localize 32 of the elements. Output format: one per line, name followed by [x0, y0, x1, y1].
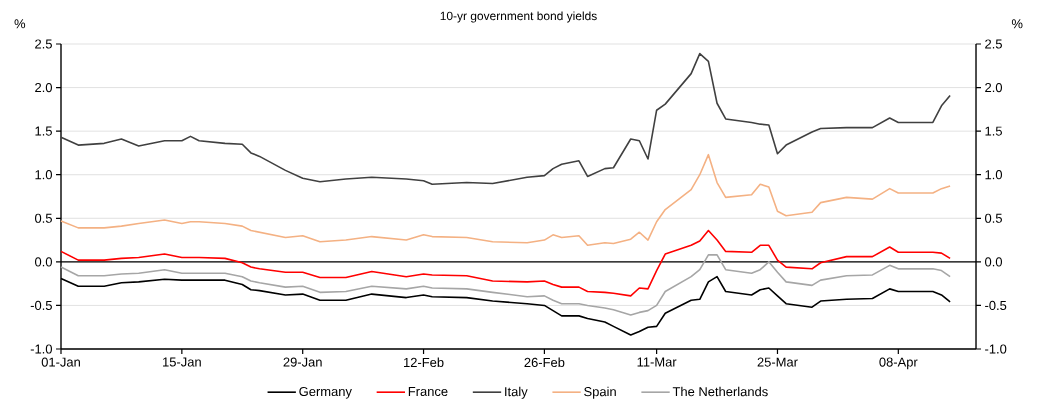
x-tick-label: 08-Apr [879, 357, 918, 370]
x-tick-label: 15-Jan [163, 357, 201, 367]
x-tick-label: 12-Feb [404, 357, 444, 368]
y2-tick-label: -0.5 [985, 300, 1007, 311]
y2-tick-label: 0.0 [985, 257, 1003, 267]
y2-tick-label: 2.0 [985, 82, 1003, 93]
x-tick-label: 26-Feb [524, 357, 565, 368]
x-tick-label: 01-Jan [41, 357, 80, 367]
x-tick-label: 25-Mar [757, 357, 798, 367]
legend-label: Germany [299, 386, 352, 399]
x-tick-label: 11-Mar [637, 357, 677, 367]
y-axis-title: % [14, 19, 26, 29]
y-tick-label: 1.0 [35, 170, 52, 180]
y-tick-label: 2.5 [35, 39, 52, 49]
chart-title: 10-yr government bond yields [440, 11, 597, 23]
y2-tick-label: 1.0 [985, 170, 1003, 180]
y2-tick-label: 1.5 [985, 126, 1002, 136]
y2-tick-label: -1.0 [985, 344, 1007, 354]
y-tick-label: -1.0 [30, 344, 52, 354]
y-tick-label: 0.5 [34, 213, 52, 223]
legend-label: Spain [584, 386, 616, 399]
legend-label: Italy [505, 386, 528, 399]
y-tick-label: 1.5 [35, 126, 52, 136]
y-tick-label: 2.0 [35, 82, 52, 93]
y-tick-label: 0.0 [34, 257, 52, 267]
y2-tick-label: 2.5 [985, 39, 1002, 49]
legend-label: The Netherlands [672, 386, 768, 397]
legend-label: France [408, 386, 448, 397]
y2-axis-title: % [1011, 19, 1023, 29]
y2-tick-label: 0.5 [985, 213, 1002, 223]
y-tick-label: -0.5 [30, 300, 52, 311]
x-tick-label: 29-Jan [283, 357, 322, 367]
